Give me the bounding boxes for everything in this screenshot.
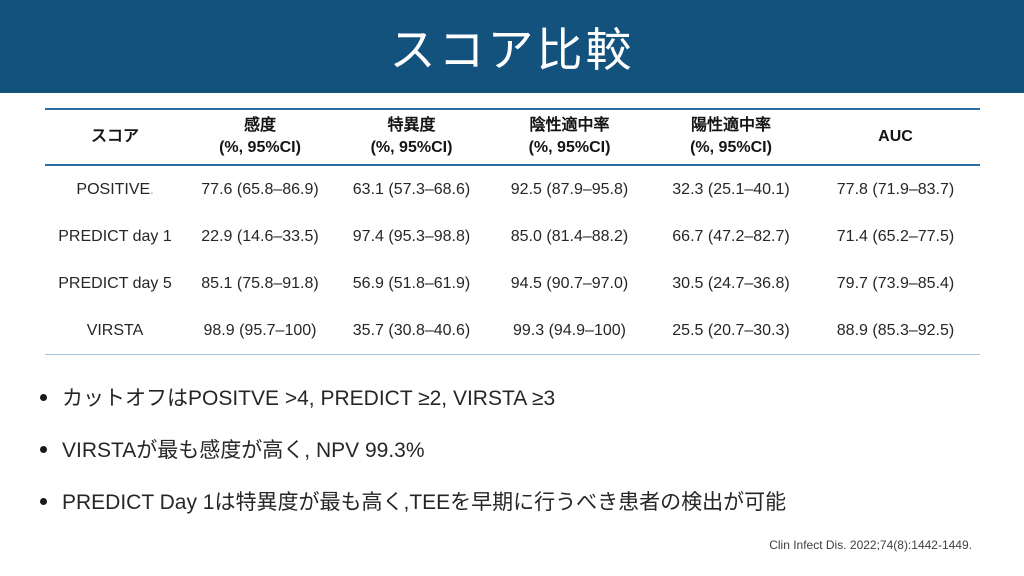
cell-ppv: 66.7 (47.2–82.7) [672, 227, 790, 245]
table-row: PREDICT day 1 22.9 (14.6–33.5) 97.4 (95.… [45, 213, 980, 260]
cell-score: PREDICT day 1 [58, 227, 172, 245]
cell-npv: 99.3 (94.9–100) [513, 321, 626, 339]
cell-score: VIRSTA [86, 321, 144, 339]
bullet-item: カットオフはPOSITVE >4, PREDICT ≥2, VIRSTA ≥3 [40, 371, 786, 423]
cell-sensitivity: 85.1 (75.8–91.8) [201, 274, 319, 292]
cell-specificity: 97.4 (95.3–98.8) [352, 227, 471, 245]
cell-auc: 77.8 (71.9–83.7) [836, 180, 955, 198]
cell-sensitivity: 22.9 (14.6–33.5) [201, 227, 319, 245]
bullet-dot-icon [40, 393, 47, 401]
bullet-text: VIRSTAが最も感度が高く, NPV 99.3% [62, 439, 425, 462]
cell-auc: 79.7 (73.9–85.4) [836, 274, 955, 292]
slide-title: スコア比較 [389, 23, 635, 76]
cell-score: POSITIVE. [76, 180, 154, 198]
bullet-item: PREDICT Day 1は特異度が最も高く,TEEを早期に行うべき患者の検出が… [40, 475, 786, 527]
score-comparison-table: スコア 感度 (%, 95%CI) 特異度 (%, 95%CI) 陰性適中率 (%, … [45, 108, 980, 355]
col-header-specificity: 特異度 (%, 95%CI) [370, 117, 453, 156]
title-band: スコア比較 [0, 0, 1024, 93]
cell-specificity: 35.7 (30.8–40.6) [352, 321, 471, 339]
col-header-auc: AUC [878, 128, 913, 145]
cell-auc: 71.4 (65.2–77.5) [836, 227, 955, 245]
cell-sensitivity: 98.9 (95.7–100) [203, 321, 317, 339]
cell-specificity: 56.9 (51.8–61.9) [352, 274, 471, 292]
bullet-dot-icon [40, 445, 47, 453]
cell-npv: 94.5 (90.7–97.0) [510, 274, 629, 292]
citation: Clin Infect Dis. 2022;74(8):1442-1449. [769, 538, 972, 552]
cell-sensitivity: 77.6 (65.8–86.9) [201, 180, 319, 198]
cell-ppv: 32.3 (25.1–40.1) [672, 180, 790, 198]
col-header-score: スコア [90, 128, 139, 145]
col-header-sensitivity: 感度 (%, 95%CI) [219, 117, 301, 156]
bullet-dot-icon [40, 497, 47, 505]
cell-auc: 88.9 (85.3–92.5) [836, 321, 955, 339]
table-row: POSITIVE. 77.6 (65.8–86.9) 63.1 (57.3–68… [45, 165, 980, 213]
bullet-item: VIRSTAが最も感度が高く, NPV 99.3% [40, 423, 786, 475]
col-header-npv: 陰性適中率 (%, 95%CI) [528, 117, 611, 156]
bullet-text: PREDICT Day 1は特異度が最も高く,TEEを早期に行うべき患者の検出が… [62, 491, 787, 514]
table-row: PREDICT day 5 85.1 (75.8–91.8) 56.9 (51.… [45, 260, 980, 307]
cell-score: PREDICT day 5 [58, 274, 172, 292]
footnote-marker: . [150, 182, 154, 197]
cell-specificity: 63.1 (57.3–68.6) [352, 180, 471, 198]
bullet-list: カットオフはPOSITVE >4, PREDICT ≥2, VIRSTA ≥3 … [40, 371, 786, 527]
table-header-row: スコア 感度 (%, 95%CI) 特異度 (%, 95%CI) 陰性適中率 (%, … [45, 109, 980, 165]
col-header-ppv: 陽性適中率 (%, 95%CI) [690, 117, 772, 156]
cell-npv: 92.5 (87.9–95.8) [510, 180, 629, 198]
cell-npv: 85.0 (81.4–88.2) [510, 227, 629, 245]
bullet-text: カットオフはPOSITVE >4, PREDICT ≥2, VIRSTA ≥3 [62, 387, 556, 410]
cell-ppv: 30.5 (24.7–36.8) [672, 274, 790, 292]
cell-ppv: 25.5 (20.7–30.3) [672, 321, 790, 339]
table-row: VIRSTA 98.9 (95.7–100) 35.7 (30.8–40.6) … [45, 307, 980, 355]
